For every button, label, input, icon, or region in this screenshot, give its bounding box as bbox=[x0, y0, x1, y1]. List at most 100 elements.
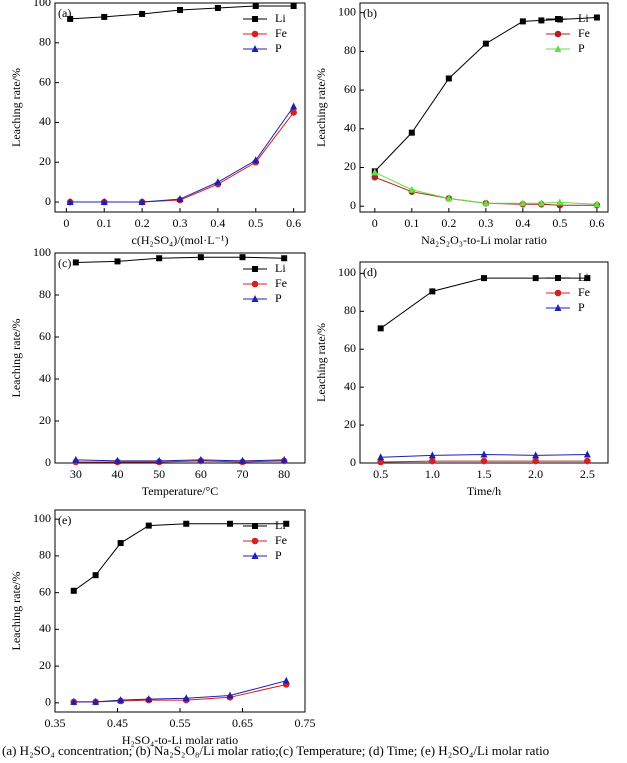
legend-marker bbox=[555, 16, 561, 22]
panel-label: (c) bbox=[58, 256, 71, 270]
x-tick-label: 1.5 bbox=[477, 467, 492, 481]
marker bbox=[480, 457, 488, 465]
marker bbox=[429, 288, 436, 295]
marker bbox=[519, 18, 526, 25]
series-line bbox=[70, 106, 295, 203]
legend-marker bbox=[554, 304, 562, 311]
x-axis-label: c(H₂SO₄)/(mol·L⁻¹) bbox=[132, 233, 229, 247]
series-line bbox=[75, 460, 285, 463]
y-axis-label: Leaching rate/% bbox=[314, 323, 328, 402]
marker bbox=[377, 325, 384, 332]
legend-label: Li bbox=[275, 518, 286, 532]
y-tick-label: 0 bbox=[45, 455, 51, 469]
marker bbox=[70, 697, 78, 705]
marker bbox=[371, 168, 379, 176]
series-line bbox=[374, 17, 597, 172]
x-tick-label: 0.4 bbox=[210, 216, 225, 230]
marker bbox=[371, 173, 379, 181]
plot-frame bbox=[54, 509, 306, 713]
y-tick-label: 100 bbox=[33, 511, 51, 525]
x-tick-label: 0.35 bbox=[45, 716, 66, 730]
x-tick-label: 0.2 bbox=[441, 216, 456, 230]
series-line bbox=[374, 171, 597, 205]
marker bbox=[519, 199, 527, 207]
y-tick-label: 60 bbox=[344, 341, 356, 355]
legend-marker bbox=[251, 295, 259, 302]
legend-marker bbox=[251, 552, 259, 559]
marker bbox=[183, 520, 190, 527]
legend-marker bbox=[251, 537, 259, 545]
x-tick-label: 0 bbox=[372, 216, 378, 230]
y-tick-label: 80 bbox=[344, 303, 356, 317]
marker bbox=[227, 520, 233, 527]
marker bbox=[377, 453, 385, 461]
y-tick-label: 40 bbox=[39, 621, 51, 635]
x-tick-label: 30 bbox=[70, 467, 82, 481]
y-tick-label: 60 bbox=[39, 74, 51, 88]
x-tick-label: 0.5 bbox=[248, 216, 263, 230]
y-axis-label: Leaching rate/% bbox=[9, 319, 23, 398]
legend-marker bbox=[252, 16, 258, 22]
x-tick-label: 0 bbox=[63, 216, 69, 230]
y-tick-label: 20 bbox=[344, 417, 356, 431]
x-axis-label: Na₂S₂O₃-to-Li molar ratio bbox=[421, 233, 547, 247]
legend-label: Fe bbox=[275, 533, 287, 547]
marker bbox=[197, 254, 204, 261]
x-tick-label: 0.3 bbox=[173, 216, 188, 230]
y-tick-label: 0 bbox=[350, 455, 356, 469]
marker bbox=[445, 194, 453, 202]
x-tick-label: 1.0 bbox=[425, 467, 440, 481]
x-tick-label: 2.0 bbox=[528, 467, 543, 481]
marker bbox=[226, 691, 234, 699]
x-tick-label: 0.2 bbox=[135, 216, 150, 230]
x-tick-label: 0.6 bbox=[589, 216, 604, 230]
legend-marker bbox=[554, 30, 562, 38]
marker bbox=[66, 198, 74, 206]
legend-marker bbox=[251, 30, 259, 38]
marker bbox=[214, 4, 221, 11]
x-tick-label: 2.5 bbox=[580, 467, 595, 481]
series-line bbox=[73, 683, 287, 703]
x-tick-label: 70 bbox=[237, 467, 249, 481]
legend-label: Li bbox=[275, 11, 286, 25]
legend-marker bbox=[555, 275, 561, 281]
marker bbox=[70, 587, 77, 594]
marker bbox=[139, 10, 146, 17]
marker bbox=[92, 697, 100, 705]
y-tick-label: 20 bbox=[344, 159, 356, 173]
series-line bbox=[380, 277, 588, 329]
x-axis-label: Temperature/°C bbox=[142, 484, 219, 498]
marker bbox=[72, 455, 80, 463]
y-tick-label: 0 bbox=[350, 198, 356, 212]
x-tick-label: 0.6 bbox=[286, 216, 301, 230]
marker bbox=[138, 198, 146, 206]
marker bbox=[283, 520, 290, 527]
marker bbox=[445, 75, 452, 82]
series-line bbox=[70, 112, 295, 203]
x-tick-label: 0.55 bbox=[170, 716, 191, 730]
marker bbox=[584, 457, 591, 465]
marker bbox=[72, 259, 79, 266]
x-axis-label: H₂SO₄-to-Li molar ratio bbox=[122, 733, 238, 747]
x-tick-label: 0.65 bbox=[232, 716, 253, 730]
y-tick-label: 80 bbox=[39, 287, 51, 301]
x-tick-label: 60 bbox=[195, 467, 207, 481]
marker bbox=[214, 178, 222, 186]
y-axis-label: Leaching rate/% bbox=[314, 68, 328, 147]
plot-frame bbox=[359, 261, 609, 464]
y-tick-label: 60 bbox=[39, 584, 51, 598]
caption: (a) H₂SO₄ concentration; (b) Na₂S₂O₈/Li … bbox=[2, 743, 549, 758]
marker bbox=[429, 457, 436, 465]
marker bbox=[155, 456, 163, 464]
x-tick-label: 40 bbox=[112, 467, 124, 481]
marker bbox=[408, 129, 415, 136]
marker bbox=[117, 540, 124, 547]
marker bbox=[114, 258, 121, 265]
marker bbox=[593, 14, 600, 21]
x-tick-label: 80 bbox=[278, 467, 290, 481]
marker bbox=[290, 2, 297, 9]
x-tick-label: 50 bbox=[153, 467, 165, 481]
y-tick-label: 40 bbox=[344, 379, 356, 393]
marker bbox=[145, 522, 152, 529]
